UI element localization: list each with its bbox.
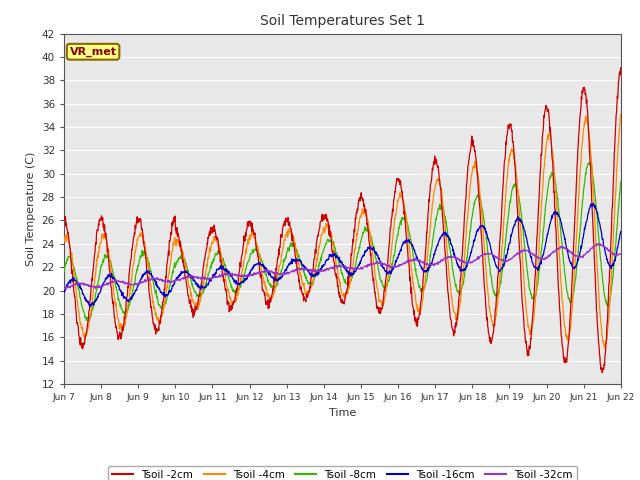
Y-axis label: Soil Temperature (C): Soil Temperature (C) — [26, 152, 36, 266]
Title: Soil Temperatures Set 1: Soil Temperatures Set 1 — [260, 14, 425, 28]
X-axis label: Time: Time — [329, 408, 356, 418]
Legend: Tsoil -2cm, Tsoil -4cm, Tsoil -8cm, Tsoil -16cm, Tsoil -32cm: Tsoil -2cm, Tsoil -4cm, Tsoil -8cm, Tsoi… — [108, 466, 577, 480]
Text: VR_met: VR_met — [70, 47, 116, 57]
